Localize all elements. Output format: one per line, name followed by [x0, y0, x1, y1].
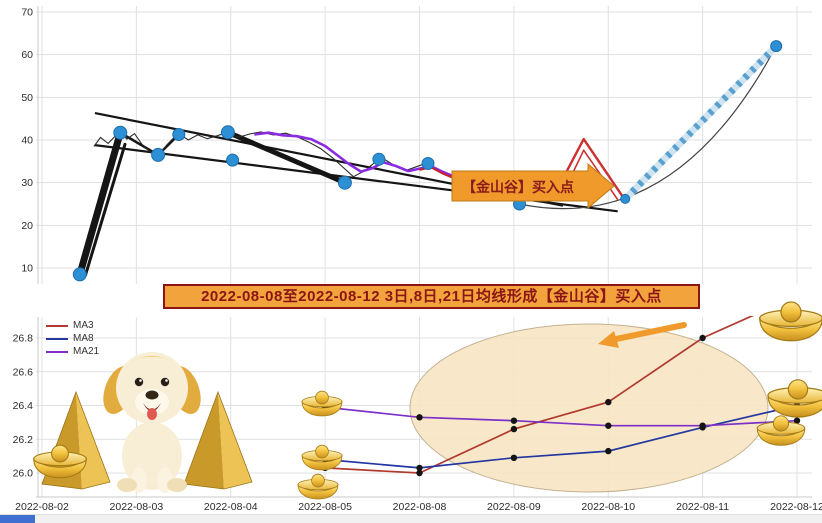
- y-tick-label: 30: [21, 177, 33, 189]
- price-line: [93, 131, 481, 181]
- data-point-dot: [510, 417, 518, 424]
- y-tick-label: 10: [21, 263, 33, 275]
- y-tick-label: 20: [21, 220, 33, 232]
- y-tick-label: 40: [21, 135, 33, 147]
- legend-item-ma3: MA3: [46, 320, 99, 331]
- x-tick-label: 2022-08-12: [770, 501, 822, 513]
- legend-label: MA8: [73, 333, 94, 344]
- x-tick-label: 2022-08-05: [298, 501, 352, 513]
- rally-curve: [519, 45, 777, 210]
- horizontal-scrollbar[interactable]: [0, 514, 822, 523]
- legend-line-swatch: [46, 350, 68, 353]
- y-tick-label: 70: [21, 7, 33, 19]
- gold-ingot: [297, 473, 339, 500]
- buy-point-marker: [113, 125, 128, 140]
- buy-point-marker: [337, 175, 352, 190]
- data-point-dot: [699, 422, 706, 429]
- legend-item-ma21: MA21: [46, 346, 99, 357]
- scrollbar-thumb[interactable]: [0, 515, 35, 523]
- buy-point-marker: [72, 267, 87, 282]
- buy-point-marker: [421, 157, 435, 170]
- buy-point-marker: [372, 152, 386, 166]
- legend: MA3 MA8 MA21: [46, 320, 99, 357]
- x-tick-label: 2022-08-02: [15, 501, 69, 513]
- buy-point-marker: [151, 147, 166, 162]
- buy-point-marker: [220, 125, 235, 140]
- data-point-dot: [794, 293, 800, 299]
- data-point-dot: [605, 447, 612, 455]
- y-tick-label: 26.4: [13, 400, 34, 412]
- bottom-panel-series: [321, 293, 801, 477]
- data-point-dot: [699, 334, 706, 342]
- legend-label: MA21: [73, 346, 100, 357]
- legend-label: MA3: [73, 320, 94, 331]
- y-tick-label: 26.2: [13, 434, 34, 446]
- rally-band-base: [622, 43, 779, 202]
- x-tick-label: 2022-08-04: [204, 501, 258, 513]
- y-tick-label: 26.6: [13, 366, 34, 378]
- trend-segment: [225, 129, 348, 186]
- buy-point-marker: [172, 128, 186, 141]
- data-point-dot: [416, 464, 423, 472]
- x-tick-label: 2022-08-11: [676, 501, 729, 513]
- annotation-arrow-head-icon: [598, 331, 619, 348]
- buy-point-marker: [620, 193, 631, 204]
- trend-segment: [76, 129, 124, 278]
- x-tick-label: 2022-08-09: [487, 501, 541, 513]
- x-tick-label: 2022-08-10: [581, 501, 635, 513]
- top-panel-series: [72, 40, 783, 282]
- legend-line-swatch: [46, 337, 68, 340]
- buy-point-callout-arrow: [451, 162, 615, 210]
- x-tick-label: 2022-08-08: [393, 501, 447, 513]
- ma21-line: [325, 406, 798, 427]
- ma21-overlay-line: [254, 131, 479, 180]
- data-point-dot: [605, 422, 612, 429]
- data-point-dot: [510, 454, 518, 461]
- ma8-line: [325, 404, 798, 469]
- gold-ingot: [301, 390, 343, 417]
- y-tick-label: 26.0: [13, 468, 34, 480]
- y-tick-label: 60: [21, 49, 33, 61]
- gold-ingot: [301, 444, 343, 471]
- buy-point-marker: [770, 40, 783, 53]
- golden-valley-banner: 2022-08-08至2022-08-12 3日,8日,21日均线形成【金山谷】…: [163, 284, 700, 309]
- buy-point-callout-label: 【金山谷】买入点: [462, 179, 574, 195]
- y-tick-label: 50: [21, 92, 33, 104]
- annotation-arrow: [613, 322, 687, 342]
- gold-ingot: [767, 379, 822, 418]
- gold-ingot: [759, 301, 822, 342]
- buy-point-marker: [226, 153, 240, 167]
- legend-item-ma8: MA8: [46, 333, 99, 344]
- legend-line-swatch: [46, 324, 68, 327]
- y-tick-label: 26.8: [13, 333, 34, 345]
- data-point-dot: [605, 398, 612, 406]
- x-tick-label: 2022-08-03: [110, 501, 164, 513]
- data-point-dot: [416, 469, 423, 477]
- data-point-dot: [416, 414, 423, 421]
- ma3-line: [325, 316, 754, 474]
- data-point-dot: [510, 425, 518, 433]
- data-point-dot: [793, 417, 801, 424]
- trend-segment: [83, 142, 127, 277]
